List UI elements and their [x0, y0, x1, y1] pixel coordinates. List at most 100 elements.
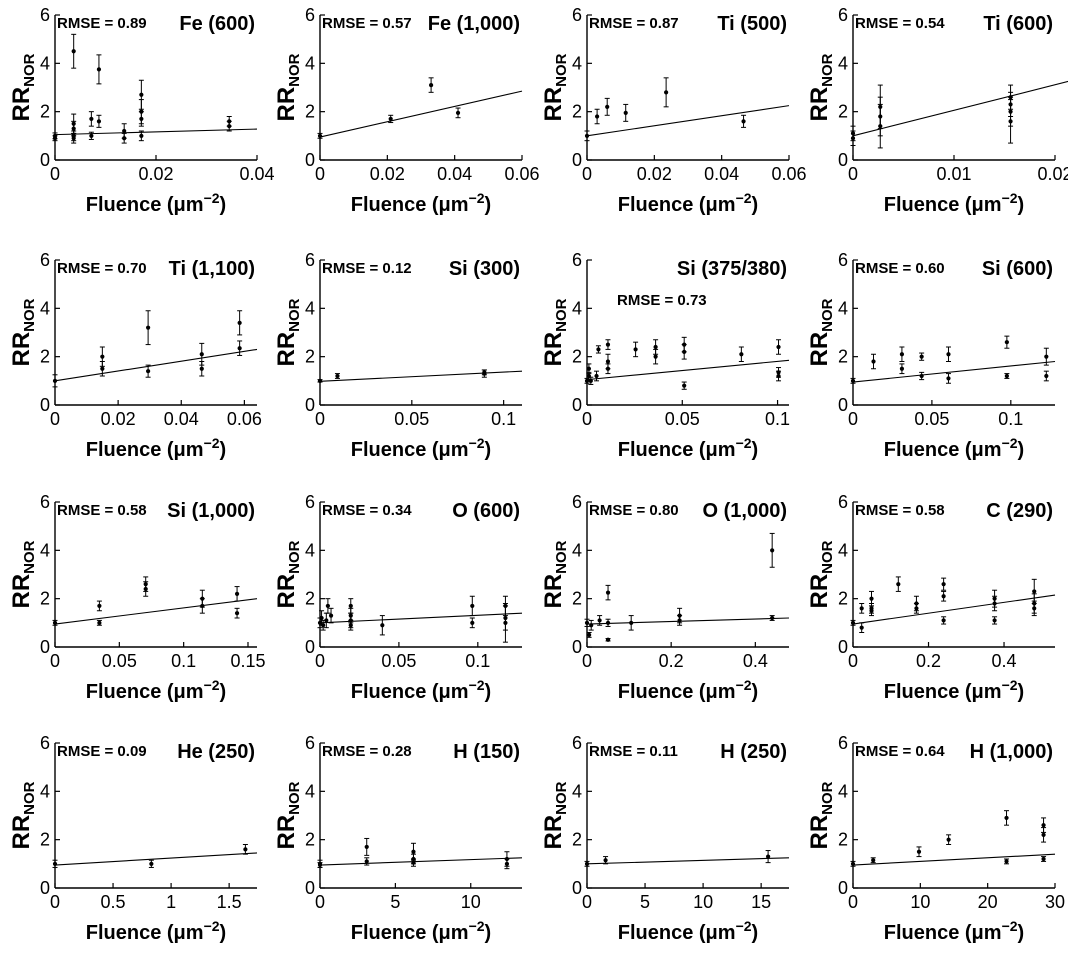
- x-tick-label: 0: [582, 409, 592, 429]
- y-axis-label: RRNOR: [273, 781, 303, 849]
- x-tick-label: 0.1: [765, 409, 790, 429]
- y-axis-label-subscript: NOR: [819, 53, 836, 87]
- data-marker: [589, 623, 594, 628]
- x-tick-label: 10: [693, 892, 713, 912]
- x-axis-label-superscript: −2: [469, 190, 485, 206]
- data-point: [919, 371, 925, 381]
- data-point: [870, 857, 876, 864]
- data-point: [88, 131, 94, 140]
- data-point: [605, 363, 611, 375]
- x-axis-label: Fluence (μm−2): [86, 918, 226, 944]
- data-marker: [1004, 859, 1009, 864]
- data-point: [96, 600, 102, 612]
- data-point: [1031, 600, 1037, 617]
- data-marker: [584, 861, 590, 866]
- x-tick-label: 0.02: [370, 164, 405, 184]
- y-tick-label: 0: [572, 150, 582, 170]
- y-tick-label: 0: [305, 395, 315, 415]
- data-point: [237, 310, 243, 336]
- x-tick-label: 0.04: [704, 164, 739, 184]
- data-point: [595, 345, 601, 354]
- panel-title: Fe (600): [179, 13, 255, 35]
- rmse-annotation: RMSE = 0.73: [617, 292, 707, 309]
- data-marker: [380, 623, 385, 628]
- data-point: [71, 132, 77, 144]
- data-point: [379, 615, 385, 636]
- y-tick-label: 0: [838, 395, 848, 415]
- fit-line: [54, 348, 258, 382]
- panel-title: Si (1,000): [167, 500, 255, 522]
- y-tick-label: 2: [572, 347, 582, 367]
- x-tick-label: 0: [50, 651, 60, 671]
- x-axis-label-main: Fluence (μm: [884, 194, 1002, 216]
- y-axis-label-main: RR: [273, 815, 300, 850]
- chart-panel-11: 0 2 4 6 0 0.2 0.4 RRNOR Fluence (μm−2) O (1,000) R…: [540, 492, 790, 703]
- y-tick-label: 0: [305, 878, 315, 898]
- x-tick-label: 30: [1045, 892, 1065, 912]
- rmse-annotation: RMSE = 0.09: [57, 743, 147, 760]
- y-axis-label: RRNOR: [806, 540, 836, 608]
- data-point: [143, 581, 149, 597]
- x-axis-label-superscript: −2: [736, 918, 752, 934]
- x-axis-label-superscript: −2: [204, 677, 220, 693]
- chart-panel-2: 0 2 4 6 0 0.02 0.04 0.06 RRNOR Fluence (μm−2) Fe (…: [273, 5, 540, 216]
- x-tick-label: 0.04: [437, 164, 472, 184]
- y-tick-label: 4: [572, 298, 582, 318]
- y-tick-label: 0: [40, 878, 50, 898]
- data-marker: [682, 383, 687, 388]
- data-point: [348, 619, 354, 631]
- data-point: [234, 607, 240, 619]
- data-point: [899, 346, 905, 362]
- data-point: [145, 364, 151, 378]
- fit-line: [586, 617, 790, 625]
- data-marker: [146, 325, 151, 330]
- data-marker: [766, 854, 771, 859]
- data-point: [388, 114, 394, 124]
- data-point: [121, 132, 127, 144]
- data-point: [623, 103, 629, 122]
- data-point: [1004, 335, 1010, 349]
- data-point: [317, 378, 323, 383]
- x-axis-label: Fluence (μm−2): [884, 190, 1024, 216]
- x-axis-label-superscript: −2: [204, 190, 220, 206]
- data-marker: [584, 620, 590, 625]
- data-marker: [916, 849, 922, 854]
- y-axis-label-main: RR: [540, 87, 567, 122]
- y-axis-label-subscript: NOR: [286, 53, 303, 87]
- data-marker: [317, 378, 323, 383]
- data-marker: [597, 618, 602, 623]
- x-axis-label-end: ): [485, 922, 492, 944]
- rmse-annotation: RMSE = 0.58: [855, 502, 945, 519]
- y-axis-label-subscript: NOR: [553, 781, 570, 815]
- data-marker: [850, 378, 856, 383]
- y-tick-label: 6: [838, 492, 848, 512]
- fit-line: [852, 853, 1056, 866]
- x-tick-label: 0.01: [936, 164, 971, 184]
- x-tick-label: 0.05: [394, 409, 429, 429]
- y-tick-label: 6: [838, 250, 848, 270]
- fit-line: [586, 857, 790, 865]
- y-tick-label: 2: [572, 830, 582, 850]
- y-tick-label: 4: [40, 540, 50, 560]
- data-point: [502, 603, 508, 643]
- data-point: [145, 310, 151, 346]
- data-marker: [324, 618, 329, 623]
- data-marker: [482, 370, 487, 375]
- y-axis-label-main: RR: [806, 815, 833, 850]
- x-axis-label: Fluence (μm−2): [884, 918, 1024, 944]
- y-tick-label: 2: [40, 347, 50, 367]
- panel-title: O (600): [452, 500, 520, 522]
- data-marker: [97, 603, 102, 609]
- y-tick-label: 6: [305, 492, 315, 512]
- data-marker: [71, 49, 76, 54]
- panel-title: He (250): [177, 741, 255, 763]
- data-marker: [1044, 373, 1049, 379]
- y-tick-label: 4: [572, 781, 582, 801]
- x-tick-label: 0.1: [465, 651, 490, 671]
- x-tick-label: 0.1: [998, 409, 1023, 429]
- data-marker: [139, 92, 144, 97]
- data-marker: [317, 620, 323, 625]
- data-marker: [321, 623, 326, 628]
- panel-title: C (290): [986, 500, 1053, 522]
- y-tick-label: 6: [305, 250, 315, 270]
